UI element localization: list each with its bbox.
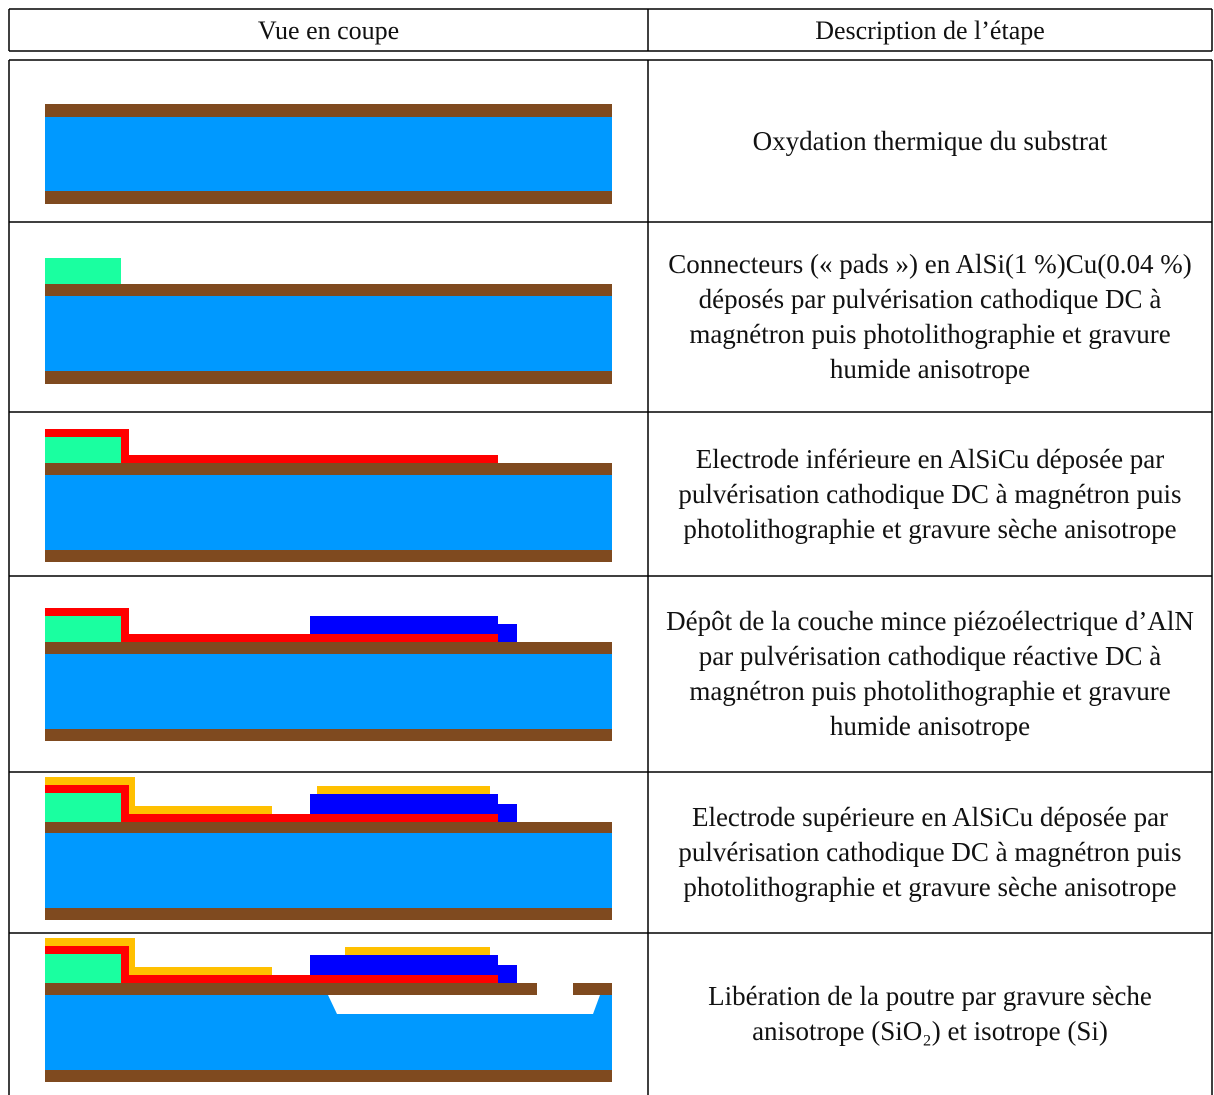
step-description: Oxydation thermique du substrat: [752, 125, 1108, 156]
step-description: Dépôt de la couche mince piézoélectrique…: [666, 606, 1194, 741]
cross-section-3: [45, 429, 612, 562]
cross-section-2: [45, 258, 612, 384]
step-description: Libération de la poutre par gravure sèch…: [708, 981, 1152, 1046]
step-description: Electrode supérieure en AlSiCu déposée p…: [678, 802, 1182, 902]
cross-section-4: [45, 608, 612, 741]
column-header: Vue en coupe: [257, 15, 400, 45]
table-rules: [8, 8, 1213, 1095]
cross-section-1: [45, 104, 612, 204]
column-header: Description de l’étape: [815, 15, 1045, 45]
cross-section-5: [45, 777, 612, 920]
cross-section-6: [45, 938, 612, 1082]
step-description: Connecteurs (« pads ») en AlSi(1 %)Cu(0.…: [668, 249, 1192, 384]
step-description: Electrode inférieure en AlSiCu déposée p…: [678, 443, 1182, 544]
